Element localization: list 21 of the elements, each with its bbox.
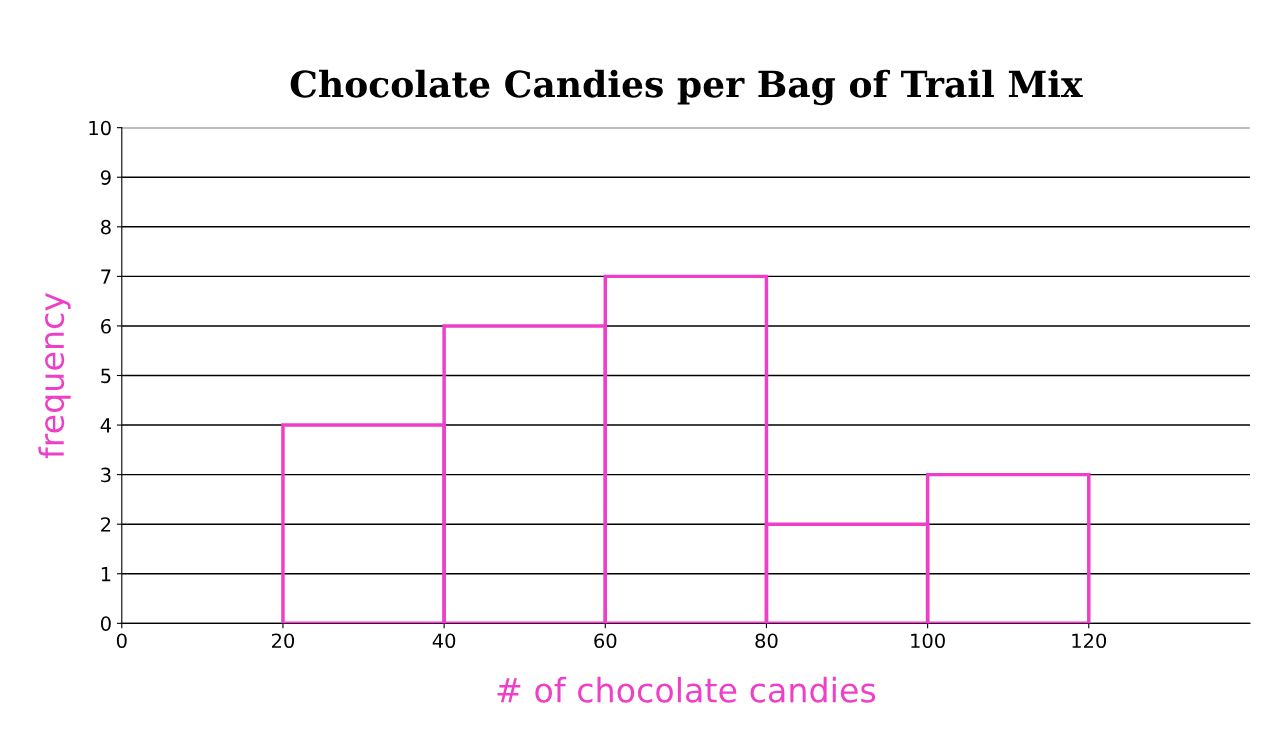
y-tick-label: 2 [101, 517, 111, 532]
x-tick-label: 120 [1072, 633, 1107, 649]
y-tick-label: 0 [100, 616, 111, 631]
x-tick-label: 20 [272, 633, 295, 649]
y-tick-label: 10 [89, 120, 111, 136]
y-tick-label: 5 [101, 368, 111, 384]
x-tick-label: 100 [911, 633, 945, 649]
y-tick-label: 4 [100, 418, 111, 433]
x-tick-label: 60 [594, 633, 617, 649]
x-axis-title: # of chocolate candies [497, 676, 876, 703]
y-tick-label: 6 [101, 318, 111, 334]
chart-title: Chocolate Candies per Bag of Trail Mix [290, 69, 1083, 106]
x-tick-label: 0 [116, 633, 127, 649]
y-axis-title: frequency [38, 292, 71, 459]
x-tick-label: 80 [755, 633, 778, 649]
y-tick-label: 7 [101, 269, 111, 284]
y-tick-label: 1 [101, 566, 111, 582]
y-tick-label: 3 [101, 467, 111, 483]
y-tick-label: 8 [101, 219, 111, 235]
x-tick-label: 40 [432, 633, 456, 649]
y-tick-label: 9 [100, 170, 111, 185]
